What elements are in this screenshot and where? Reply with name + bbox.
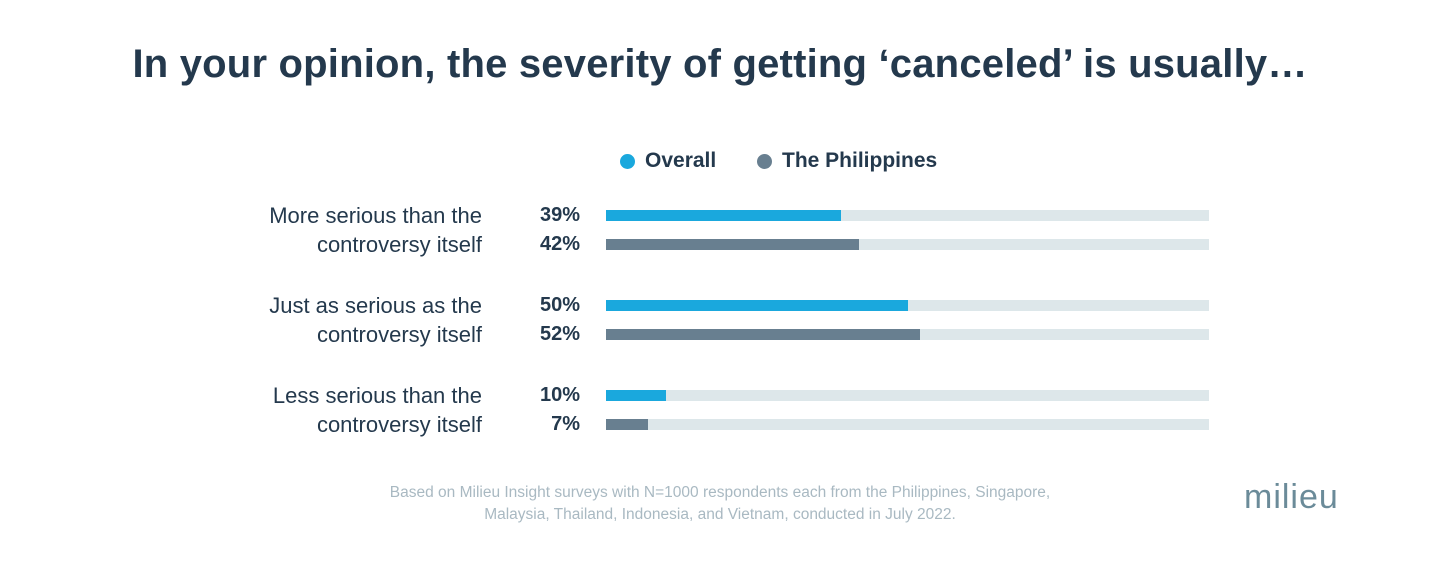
legend-swatch-overall <box>620 153 635 169</box>
category-label-line: controversy itself <box>316 322 482 347</box>
data-label: 39% <box>539 204 580 226</box>
category-label: Less serious than the controversy itself <box>160 381 482 439</box>
legend-label-philippines: The Philippines <box>782 149 938 172</box>
data-label: 50% <box>539 294 580 316</box>
bar-the-philippines <box>606 419 649 430</box>
bar-track <box>606 390 1209 401</box>
bar-overall <box>606 300 908 311</box>
legend-swatch-philippines <box>757 153 772 169</box>
bar-track <box>606 239 1209 250</box>
footnote-line-1: Based on Milieu Insight surveys with N=1… <box>389 484 1051 501</box>
legend: Overall The Philippines <box>0 146 1440 176</box>
legend-item-philippines: The Philippines <box>757 146 937 176</box>
category-label-line: Just as serious as the <box>269 293 482 318</box>
footnote: Based on Milieu Insight surveys with N=1… <box>230 482 1210 526</box>
milieu-logo: milieu <box>1244 478 1339 516</box>
footnote-line-2: Malaysia, Thailand, Indonesia, and Vietn… <box>484 506 956 523</box>
bar-overall <box>606 390 667 401</box>
category-label-line: Less serious than the <box>272 383 482 408</box>
chart-title: In your opinion, the severity of getting… <box>132 42 1308 86</box>
category-label-line: controversy itself <box>316 412 482 437</box>
bar-the-philippines <box>606 239 860 250</box>
legend-item-overall: Overall <box>620 146 716 176</box>
category-label-line: controversy itself <box>316 232 482 257</box>
data-label: 10% <box>539 384 580 406</box>
data-label: 42% <box>539 233 580 255</box>
bar-track <box>606 329 1209 340</box>
category-label: More serious than the controversy itself <box>160 201 482 259</box>
bar-the-philippines <box>606 329 920 340</box>
data-label: 7% <box>551 413 580 435</box>
category-label-line: More serious than the <box>269 203 482 228</box>
data-label: 52% <box>539 323 580 345</box>
bar-track <box>606 300 1209 311</box>
bar-track <box>606 210 1209 221</box>
bar-overall <box>606 210 842 221</box>
category-label: Just as serious as the controversy itself <box>160 291 482 349</box>
bar-track <box>606 419 1209 430</box>
legend-label-overall: Overall <box>645 149 717 172</box>
